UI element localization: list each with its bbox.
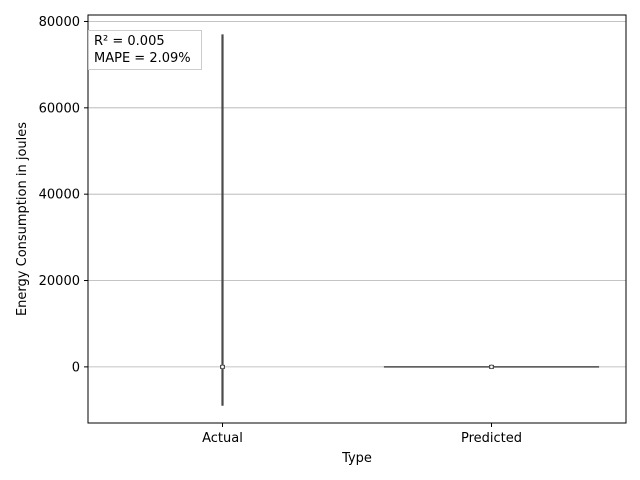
x-axis-label: Type <box>341 451 372 466</box>
mape-text: MAPE = 2.09% <box>94 51 191 66</box>
x-tick-label: Actual <box>202 431 243 446</box>
x-tick-label: Predicted <box>461 431 522 446</box>
violin-median-point <box>489 364 494 370</box>
violin-median-point <box>220 364 225 370</box>
y-tick-label: 40000 <box>39 188 80 203</box>
r-squared-text: R² = 0.005 <box>94 34 165 49</box>
y-tick-label: 60000 <box>39 101 80 116</box>
axes-frame <box>87 14 627 424</box>
y-axis-label: Energy Consumption in joules <box>15 122 30 316</box>
grid-lines <box>88 21 626 368</box>
violins <box>220 34 600 406</box>
y-tick-label: 80000 <box>39 15 80 30</box>
y-axis-ticks: 0 20000 40000 60000 80000 <box>39 15 88 375</box>
stats-annotation: R² = 0.005 MAPE = 2.09% <box>88 30 202 70</box>
y-tick-label: 0 <box>72 360 80 375</box>
y-tick-label: 20000 <box>39 274 80 289</box>
x-axis-ticks: Actual Predicted <box>202 423 522 446</box>
